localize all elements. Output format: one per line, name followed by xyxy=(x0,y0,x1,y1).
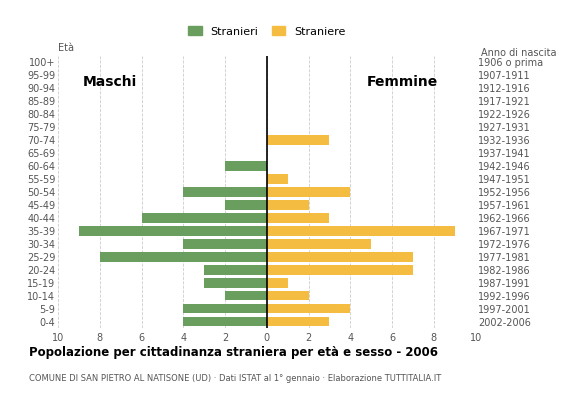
Bar xyxy=(267,252,413,262)
Bar xyxy=(225,161,267,171)
Bar xyxy=(267,135,329,145)
Bar xyxy=(267,278,288,288)
Bar xyxy=(267,187,350,197)
Text: Maschi: Maschi xyxy=(83,75,137,89)
Bar xyxy=(267,200,309,210)
Bar xyxy=(225,200,267,210)
Text: Età: Età xyxy=(58,44,74,54)
Bar xyxy=(100,252,267,262)
Bar xyxy=(183,317,267,326)
Bar xyxy=(267,317,329,326)
Legend: Stranieri, Straniere: Stranieri, Straniere xyxy=(188,26,345,37)
Bar xyxy=(183,187,267,197)
Bar xyxy=(204,265,267,274)
Text: Femmine: Femmine xyxy=(367,75,438,89)
Bar xyxy=(267,239,371,249)
Bar xyxy=(267,304,350,314)
Bar xyxy=(183,304,267,314)
Text: Popolazione per cittadinanza straniera per età e sesso - 2006: Popolazione per cittadinanza straniera p… xyxy=(29,346,438,359)
Bar xyxy=(142,213,267,223)
Bar xyxy=(267,213,329,223)
Bar xyxy=(79,226,267,236)
Text: Anno di nascita: Anno di nascita xyxy=(481,48,557,58)
Bar xyxy=(267,174,288,184)
Bar xyxy=(267,226,455,236)
Text: COMUNE DI SAN PIETRO AL NATISONE (UD) · Dati ISTAT al 1° gennaio · Elaborazione : COMUNE DI SAN PIETRO AL NATISONE (UD) · … xyxy=(29,374,441,383)
Bar xyxy=(267,265,413,274)
Bar xyxy=(183,239,267,249)
Bar xyxy=(267,291,309,300)
Bar xyxy=(204,278,267,288)
Bar xyxy=(225,291,267,300)
